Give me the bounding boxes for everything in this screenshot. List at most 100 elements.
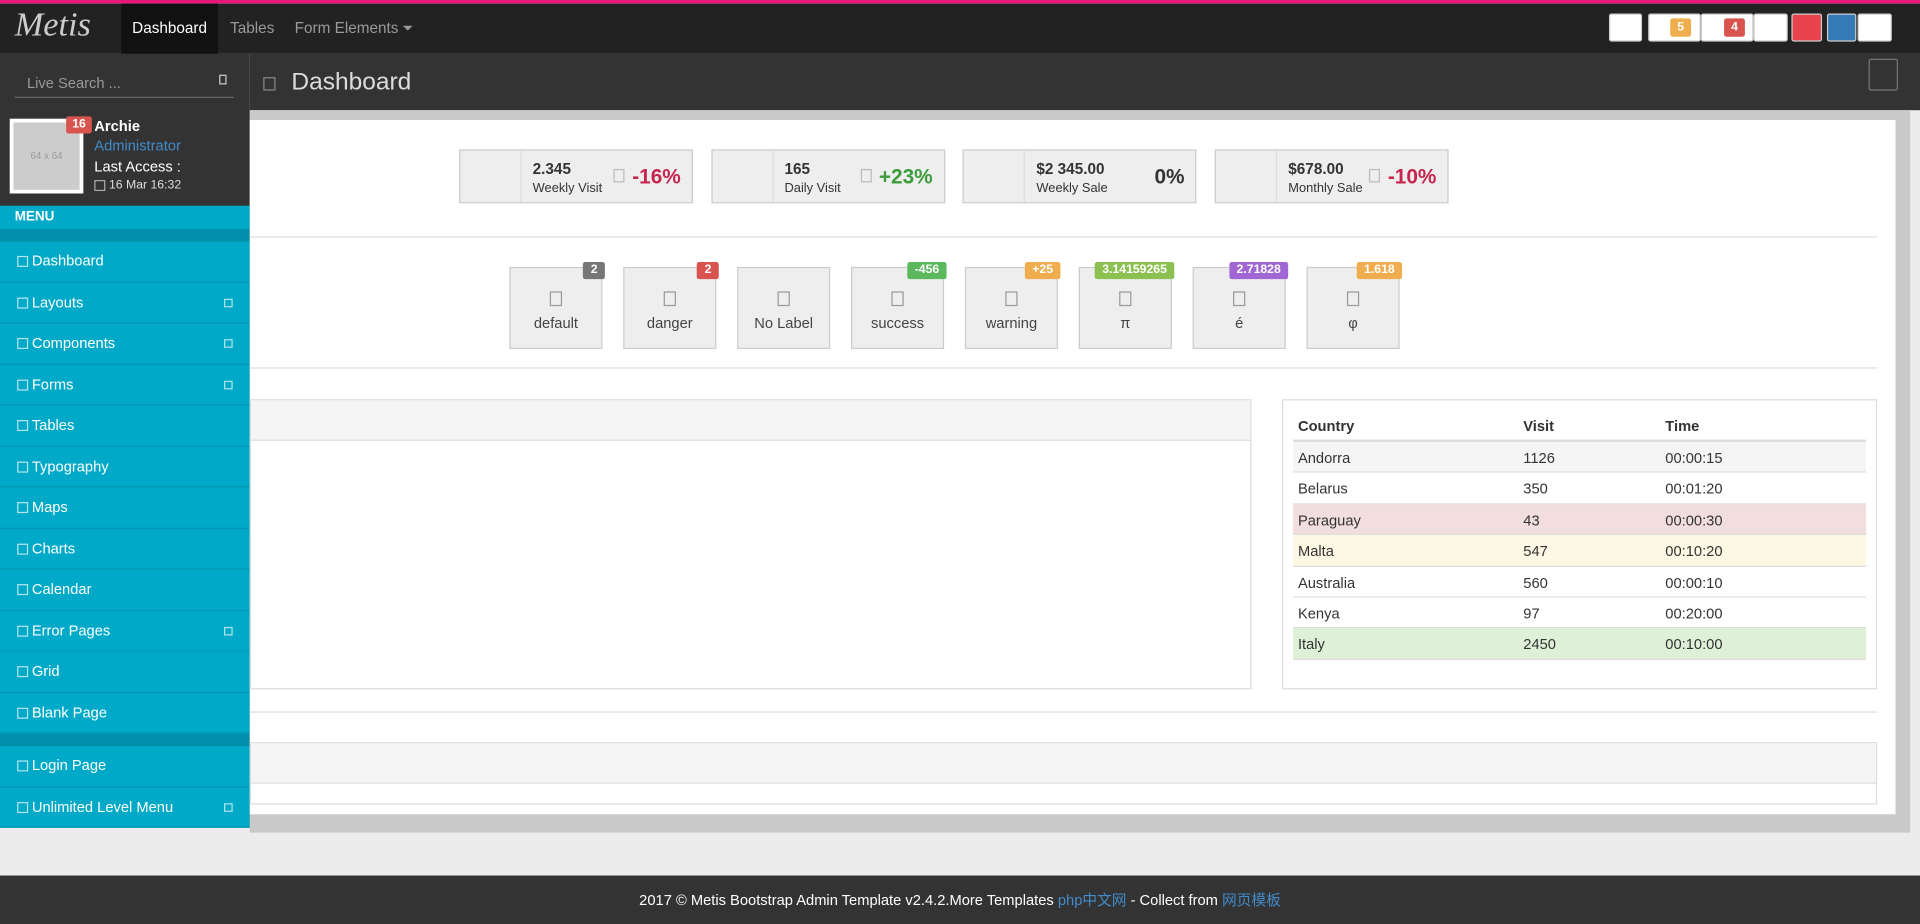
footer-text: - Collect from	[1130, 891, 1218, 909]
search-icon	[219, 74, 227, 85]
table-cell: 00:01:20	[1665, 480, 1723, 498]
nav-badge: 5	[1670, 18, 1692, 37]
toggle-button[interactable]	[1868, 58, 1898, 91]
menu-icon	[17, 584, 29, 596]
quick-button[interactable]: é 2.71828	[1192, 262, 1289, 349]
quick-button[interactable]: default 2	[509, 262, 605, 349]
title-icon	[263, 77, 276, 91]
footer-link[interactable]: 网页模板	[1222, 891, 1281, 909]
search-box[interactable]: Live Search ...	[14, 69, 234, 98]
stat-value: 2.345	[532, 160, 571, 178]
stat-value: 165	[784, 160, 811, 178]
nav-link[interactable]: Form Elements	[287, 4, 422, 54]
quick-button[interactable]: φ 1.618	[1306, 262, 1403, 349]
submenu-indicator	[224, 380, 233, 389]
menu-label: Error Pages	[31, 621, 111, 639]
quick-badge: +25	[1024, 262, 1061, 280]
notify-button[interactable]	[1753, 13, 1788, 42]
submenu-indicator	[224, 626, 233, 635]
table-cell: Malta	[1297, 542, 1334, 560]
menu-item[interactable]: Typography	[0, 446, 250, 488]
stat-icon	[613, 168, 625, 183]
stat-change-text: -16%	[632, 165, 681, 189]
quick-label: warning	[985, 314, 1038, 332]
menu-item[interactable]: Dashboard	[0, 241, 250, 283]
menu-label: Unlimited Level Menu	[31, 797, 174, 815]
table-cell: 00:00:30	[1665, 511, 1723, 529]
table-row: Malta 547 00:10:20	[1293, 535, 1867, 567]
quick-button[interactable]: danger 2	[623, 262, 719, 349]
user-badge: 16	[66, 116, 92, 134]
panel	[249, 399, 1252, 690]
menu-item[interactable]: Login Page	[0, 745, 250, 787]
menu-divider	[0, 228, 250, 242]
user-role[interactable]: Administrator	[94, 137, 181, 155]
quick-icon	[1005, 291, 1018, 307]
button-red[interactable]	[1791, 13, 1823, 42]
menu-label: Typography	[31, 457, 109, 475]
menu-label: Dashboard	[31, 252, 104, 270]
quick-label: φ	[1348, 314, 1358, 332]
table-cell: 00:10:00	[1665, 635, 1723, 654]
panel-heading	[251, 400, 1251, 441]
quick-icon	[1233, 291, 1246, 307]
quick-button[interactable]: warning +25	[964, 262, 1061, 349]
stat-change: 0%	[1154, 165, 1184, 189]
menu-item[interactable]: Maps	[0, 487, 250, 529]
last-access-label: Last Access :	[94, 157, 181, 176]
table-cell: Belarus	[1297, 480, 1348, 498]
stat-icon	[1369, 168, 1381, 183]
menu-item[interactable]: Grid	[0, 651, 250, 693]
table-header: Visit	[1523, 417, 1555, 435]
table-cell: Italy	[1297, 635, 1325, 654]
menu-label: Charts	[31, 539, 76, 557]
stat-box: 2.345 Weekly Visit -16%	[459, 149, 694, 204]
menu-item[interactable]: Components	[0, 323, 250, 365]
menu-item[interactable]: Blank Page	[0, 692, 250, 734]
button-white[interactable]	[1857, 13, 1892, 42]
stat-sep	[772, 150, 774, 203]
menu-icon	[17, 379, 29, 391]
last-access-text: 16 Mar 16:32	[108, 178, 182, 193]
quick-icon	[1346, 291, 1360, 307]
footer-link[interactable]: php中文网	[1057, 891, 1127, 909]
stat-label: Daily Visit	[784, 181, 841, 196]
content-header: Dashboard	[249, 53, 1920, 111]
menu-label: Maps	[31, 498, 68, 516]
brand[interactable]: Metis	[14, 6, 91, 45]
menu-item[interactable]: Calendar	[0, 569, 250, 611]
table-cell: 00:10:20	[1665, 542, 1723, 560]
table-row: Italy 2450 00:10:00	[1293, 628, 1867, 660]
menu-item[interactable]: Layouts	[0, 282, 250, 324]
menu-item[interactable]: Tables	[0, 405, 250, 447]
nav-link[interactable]: Tables	[230, 19, 275, 37]
menu-item[interactable]: Error Pages	[0, 610, 250, 652]
menu-item[interactable]: Forms	[0, 364, 250, 406]
menu-label: Forms	[31, 375, 74, 393]
menu-icon	[17, 420, 29, 432]
top-accent	[0, 0, 1920, 4]
menu-header: MENU	[0, 205, 250, 229]
quick-button[interactable]: No Label	[737, 266, 831, 349]
menu-label: Calendar	[31, 580, 92, 598]
table-row: Paraguay 43 00:00:30	[1293, 504, 1867, 536]
menu-icon	[17, 801, 29, 813]
quick-button[interactable]: π 3.14159265	[1078, 262, 1175, 349]
menu-icon	[17, 760, 29, 772]
nav-link[interactable]: Dashboard	[121, 3, 218, 54]
menu-label: Login Page	[31, 756, 107, 774]
table-header-rule	[1293, 439, 1867, 443]
divider	[249, 711, 1878, 713]
menu-icon	[17, 256, 29, 268]
quick-label: No Label	[754, 314, 814, 332]
quick-icon	[663, 291, 676, 307]
menu-icon	[17, 666, 29, 678]
quick-button[interactable]: success -456	[851, 262, 947, 349]
quick-icon	[1119, 291, 1132, 307]
menu-icon	[17, 502, 29, 514]
menu-item[interactable]: Charts	[0, 528, 250, 570]
fullscreen-button[interactable]	[1608, 13, 1643, 42]
button-blue[interactable]	[1826, 13, 1857, 42]
menu-item[interactable]: Unlimited Level Menu	[0, 786, 250, 828]
